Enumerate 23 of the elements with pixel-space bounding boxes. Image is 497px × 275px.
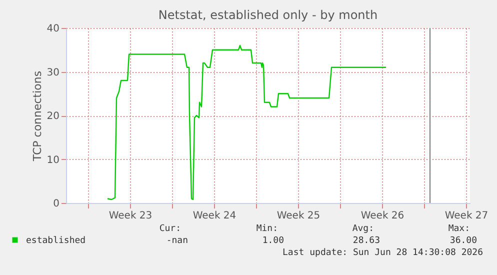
y-tick-label: 20 bbox=[46, 111, 60, 122]
text: Last update: Sun Jun 28 14:30:08 2026 bbox=[282, 248, 483, 258]
y-axis-title: TCP connections bbox=[30, 70, 44, 162]
text: 1.00 bbox=[262, 236, 284, 246]
x-tick-label: Week 23 bbox=[108, 210, 152, 222]
x-tick-label: Week 24 bbox=[192, 210, 236, 222]
x-tick-label: Week 25 bbox=[276, 210, 320, 222]
y-tick-label: 40 bbox=[46, 24, 60, 34]
text: Cur: bbox=[159, 224, 181, 234]
x-tick-label: Week 26 bbox=[360, 210, 404, 222]
text: Max: bbox=[448, 224, 470, 234]
line-series bbox=[106, 44, 387, 200]
legend-label: established bbox=[26, 236, 86, 246]
y-tick-label: 10 bbox=[46, 154, 60, 166]
text: Min: bbox=[256, 224, 278, 234]
y-tick-label: 0 bbox=[53, 198, 60, 210]
text: 28.63 bbox=[352, 236, 380, 246]
chart-title: Netstat, established only - by month bbox=[158, 8, 378, 22]
text: 36.00 bbox=[450, 236, 477, 246]
text: Avg: bbox=[352, 224, 374, 234]
x-tick-label: Week 27 bbox=[444, 210, 488, 222]
text: -nan bbox=[166, 236, 188, 246]
y-tick-label: 30 bbox=[46, 67, 60, 78]
